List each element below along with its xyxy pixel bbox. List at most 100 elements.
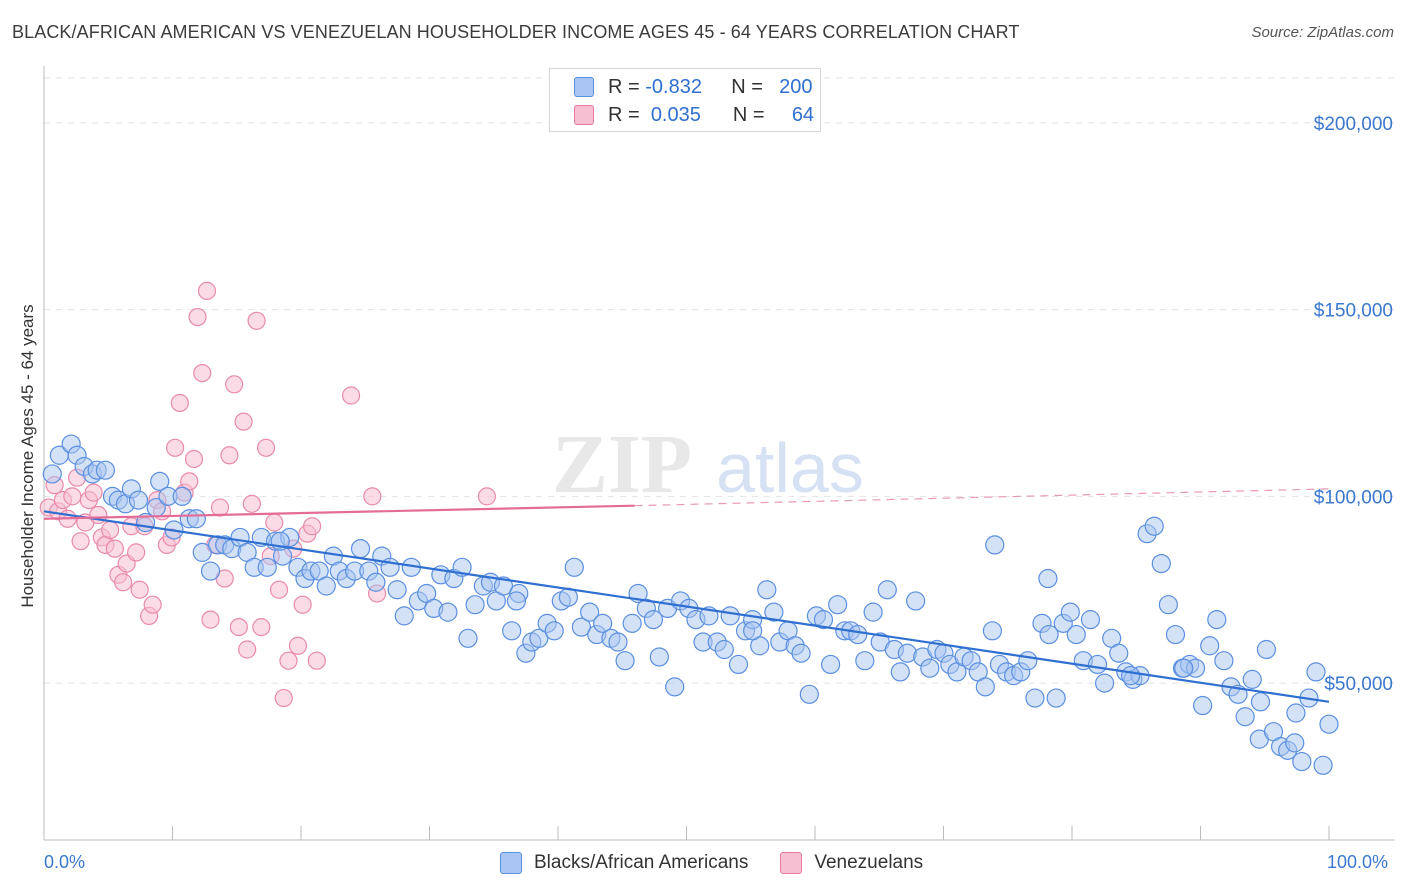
blacks-point — [316, 576, 336, 596]
venezuelans-point — [197, 281, 217, 301]
blacks-point — [150, 471, 170, 492]
blacks-point — [1235, 707, 1255, 727]
blacks-point — [506, 591, 527, 611]
blacks-point — [720, 606, 740, 626]
blacks-point — [920, 658, 940, 678]
venezuelans-point — [341, 386, 361, 405]
blacks-point — [580, 602, 600, 622]
blacks-point — [1039, 624, 1059, 645]
blacks-point — [1285, 733, 1305, 753]
blacks-point — [1158, 595, 1178, 615]
blacks-point — [1060, 602, 1080, 622]
venezuelans-point — [165, 438, 185, 457]
blacks-point — [982, 621, 1002, 641]
blacks-point — [1046, 688, 1066, 708]
blacks-point — [1038, 568, 1058, 589]
x-tick-label-min: 0.0% — [44, 852, 86, 872]
blacks-point — [1109, 643, 1129, 663]
legend-row-venezuelans: R = 0.035 N = 64 — [574, 101, 814, 129]
legend-row-blacks: R = -0.832 N = 200 — [574, 73, 813, 101]
blacks-point — [1151, 553, 1171, 574]
y-tick-label: $200,000 — [1314, 114, 1393, 135]
venezuelans-point — [363, 487, 382, 506]
x-tick-label-max: 100.0% — [1327, 852, 1389, 872]
blacks-point — [465, 595, 485, 615]
blacks-point — [192, 542, 212, 562]
venezuelans-point — [225, 375, 244, 394]
blacks-point — [622, 613, 642, 633]
gridlines — [44, 77, 1395, 684]
venezuelans-point — [247, 311, 266, 330]
blacks-point — [757, 580, 777, 600]
venezuelans-point — [71, 532, 90, 551]
blacks-point — [544, 621, 564, 641]
venezuelans-point — [170, 393, 189, 413]
venezuelans-point — [229, 617, 248, 637]
blacks-point — [985, 535, 1005, 555]
venezuelans-point — [307, 651, 326, 670]
blacks-point — [615, 651, 635, 671]
blacks-point — [1144, 516, 1164, 536]
r-value: -0.832 — [645, 75, 702, 98]
legend-item-venezuelans: Venezuelans — [780, 852, 923, 874]
blacks-point — [1242, 669, 1262, 689]
legend-label: Blacks/African Americans — [534, 852, 749, 873]
watermark-atlas: atlas — [716, 429, 864, 507]
blacks-point — [863, 602, 883, 622]
y-axis-label: Householder Income Ages 45 - 64 years — [18, 304, 37, 607]
blacks-point — [1207, 610, 1227, 630]
blacks-point — [1193, 695, 1213, 716]
blacks-point — [906, 591, 926, 611]
blacks-point — [1292, 751, 1312, 772]
venezuelans-point — [184, 449, 204, 469]
n-value: 200 — [779, 75, 813, 98]
blacks-point — [1256, 639, 1277, 660]
venezuelans-point — [114, 573, 133, 592]
blacks-point — [791, 643, 811, 663]
venezuelans-point — [279, 651, 298, 670]
blacks-point — [714, 639, 734, 660]
blacks-point — [855, 651, 875, 671]
blacks-point — [257, 557, 277, 577]
venezuelans-point — [127, 543, 146, 562]
blacks-point — [1018, 651, 1038, 671]
blacks-point — [649, 647, 669, 667]
legend-item-blacks: Blacks/African Americans — [500, 852, 748, 874]
blacks-point — [1120, 666, 1141, 686]
venezuelans-point — [101, 520, 120, 540]
series-legend: Blacks/African Americans Venezuelans — [500, 852, 955, 874]
blacks-point — [743, 621, 763, 641]
correlation-legend: R = -0.832 N = 200 R = 0.035 N = 64 — [549, 68, 821, 132]
venezuelans-point — [269, 580, 289, 599]
venezuelans-point — [234, 412, 253, 431]
venezuelans-point — [143, 595, 162, 614]
axes — [43, 66, 1395, 841]
source-label: Source: ZipAtlas.com — [1251, 24, 1394, 41]
blacks-point — [608, 632, 628, 652]
r-label: R = — [608, 103, 640, 126]
r-label: R = — [608, 75, 640, 98]
blacks-point — [394, 606, 414, 626]
pink-swatch-icon — [574, 105, 594, 125]
series-venezuelans — [39, 281, 496, 708]
blacks-point — [890, 662, 910, 682]
blacks-point — [387, 580, 407, 600]
venezuelans-trend-extension — [634, 488, 1330, 507]
blacks-point — [1094, 673, 1115, 693]
blacks-point — [1066, 624, 1086, 645]
blacks-point — [1319, 714, 1339, 734]
blacks-point — [877, 580, 897, 600]
blacks-point — [42, 464, 62, 484]
blacks-point — [820, 654, 841, 675]
blacks-point — [848, 624, 868, 645]
blue-swatch-icon — [574, 77, 594, 97]
blacks-point — [493, 576, 514, 596]
blacks-point — [1286, 703, 1306, 723]
blacks-point — [665, 677, 685, 697]
blacks-point — [1306, 662, 1326, 682]
blacks-point — [564, 557, 584, 577]
n-label: N = — [732, 103, 765, 126]
blacks-point — [975, 677, 995, 697]
venezuelans-point — [256, 438, 276, 457]
